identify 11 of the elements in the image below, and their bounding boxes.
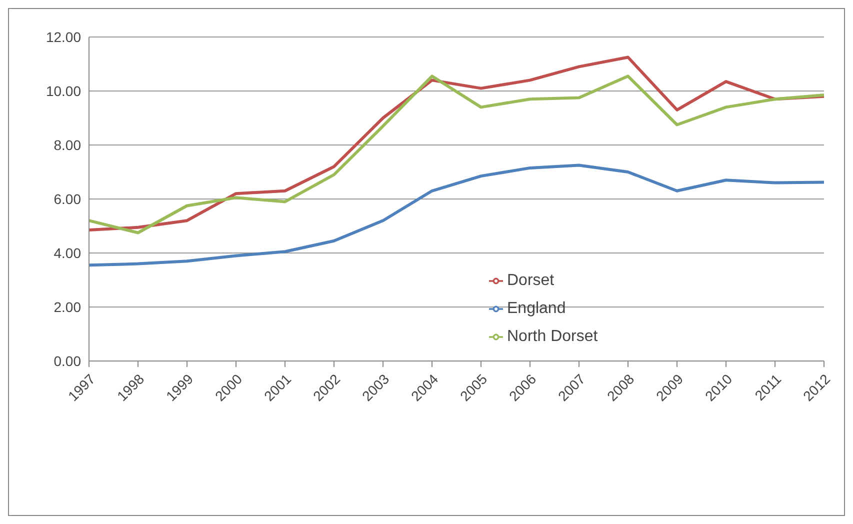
y-tick-label: 10.00 bbox=[46, 82, 82, 99]
y-tick-label: 2.00 bbox=[54, 298, 82, 315]
y-tick-label: 4.00 bbox=[54, 244, 82, 261]
y-tick-label: 0.00 bbox=[54, 352, 82, 369]
legend-label: North Dorset bbox=[507, 328, 598, 345]
legend-label: England bbox=[507, 300, 566, 317]
y-tick-label: 6.00 bbox=[54, 190, 82, 207]
y-tick-label: 8.00 bbox=[54, 136, 82, 153]
line-series bbox=[88, 164, 826, 267]
y-tick-label: 12.00 bbox=[46, 28, 82, 45]
legend-label: Dorset bbox=[507, 272, 554, 289]
